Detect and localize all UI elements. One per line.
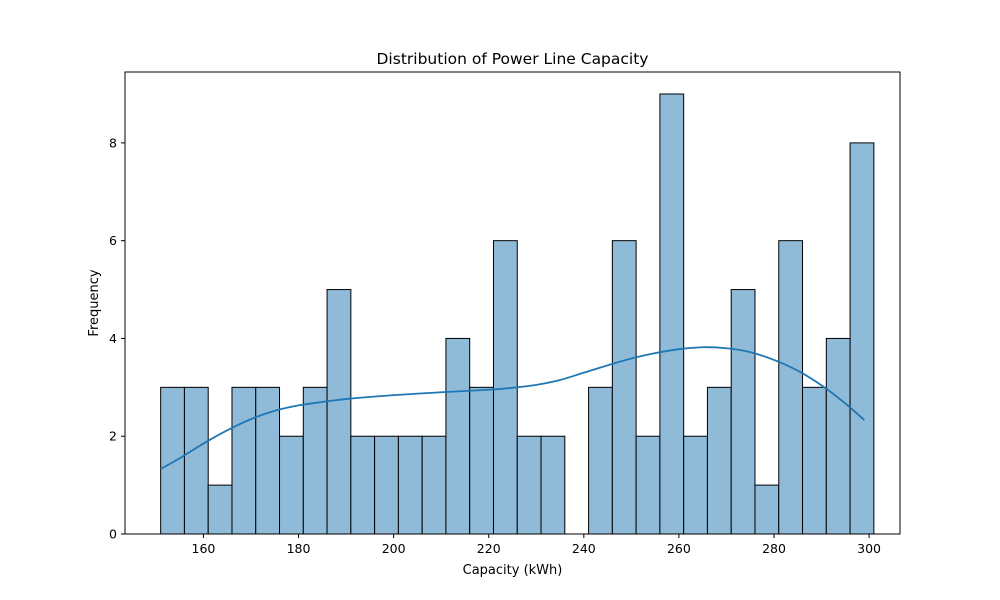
histogram-bar bbox=[802, 386, 827, 535]
histogram-bar bbox=[754, 484, 780, 535]
histogram-bar bbox=[302, 386, 328, 535]
histogram-bar bbox=[825, 337, 851, 535]
x-tick-label: 280 bbox=[762, 541, 786, 556]
y-tick-label: 2 bbox=[109, 429, 117, 444]
x-axis-ticks: 160 180 200 220 240 260 280 300 bbox=[192, 534, 881, 556]
histogram-bar bbox=[683, 435, 708, 535]
y-tick-label: 8 bbox=[109, 135, 117, 150]
histogram-bar bbox=[849, 142, 875, 535]
histogram-bar bbox=[374, 435, 399, 535]
histogram-bar bbox=[397, 435, 423, 535]
chart-title: Distribution of Power Line Capacity bbox=[377, 50, 649, 68]
histogram-bar bbox=[706, 386, 732, 535]
y-tick-label: 6 bbox=[109, 233, 117, 248]
histogram-bar bbox=[778, 240, 804, 535]
histogram-bar bbox=[326, 289, 352, 535]
histogram-bar bbox=[160, 386, 185, 535]
histogram-bar bbox=[231, 386, 257, 535]
x-tick-label: 180 bbox=[287, 541, 311, 556]
x-tick-label: 300 bbox=[857, 541, 881, 556]
y-tick-label: 0 bbox=[109, 527, 117, 542]
x-axis-label: Capacity (kWh) bbox=[463, 563, 563, 578]
histogram-bar bbox=[255, 386, 281, 535]
histogram-bar bbox=[421, 435, 447, 535]
plot-frame bbox=[124, 71, 901, 535]
x-tick-label: 240 bbox=[572, 541, 596, 556]
y-tick-label: 4 bbox=[109, 331, 117, 346]
histogram-bar bbox=[207, 484, 233, 535]
histogram-bar bbox=[730, 289, 756, 535]
histogram-bar bbox=[183, 386, 209, 535]
histogram-bar bbox=[588, 386, 613, 535]
x-tick-label: 200 bbox=[382, 541, 406, 556]
histogram-bar bbox=[516, 435, 542, 535]
x-tick-label: 160 bbox=[192, 541, 216, 556]
histogram-bar bbox=[611, 240, 637, 535]
histogram-bar bbox=[635, 435, 661, 535]
histogram-bar bbox=[279, 435, 304, 535]
histogram-bar bbox=[540, 435, 566, 535]
histogram-bars bbox=[160, 93, 875, 535]
histogram-bar bbox=[469, 386, 494, 535]
histogram-bar bbox=[350, 435, 376, 535]
x-tick-label: 260 bbox=[667, 541, 691, 556]
y-axis-ticks: 0 2 4 6 8 bbox=[109, 135, 125, 542]
kde-curve bbox=[160, 346, 865, 470]
histogram-bar bbox=[445, 337, 471, 535]
x-tick-label: 220 bbox=[477, 541, 501, 556]
y-axis-label: Frequency bbox=[87, 269, 102, 336]
histogram-bar bbox=[659, 93, 685, 535]
